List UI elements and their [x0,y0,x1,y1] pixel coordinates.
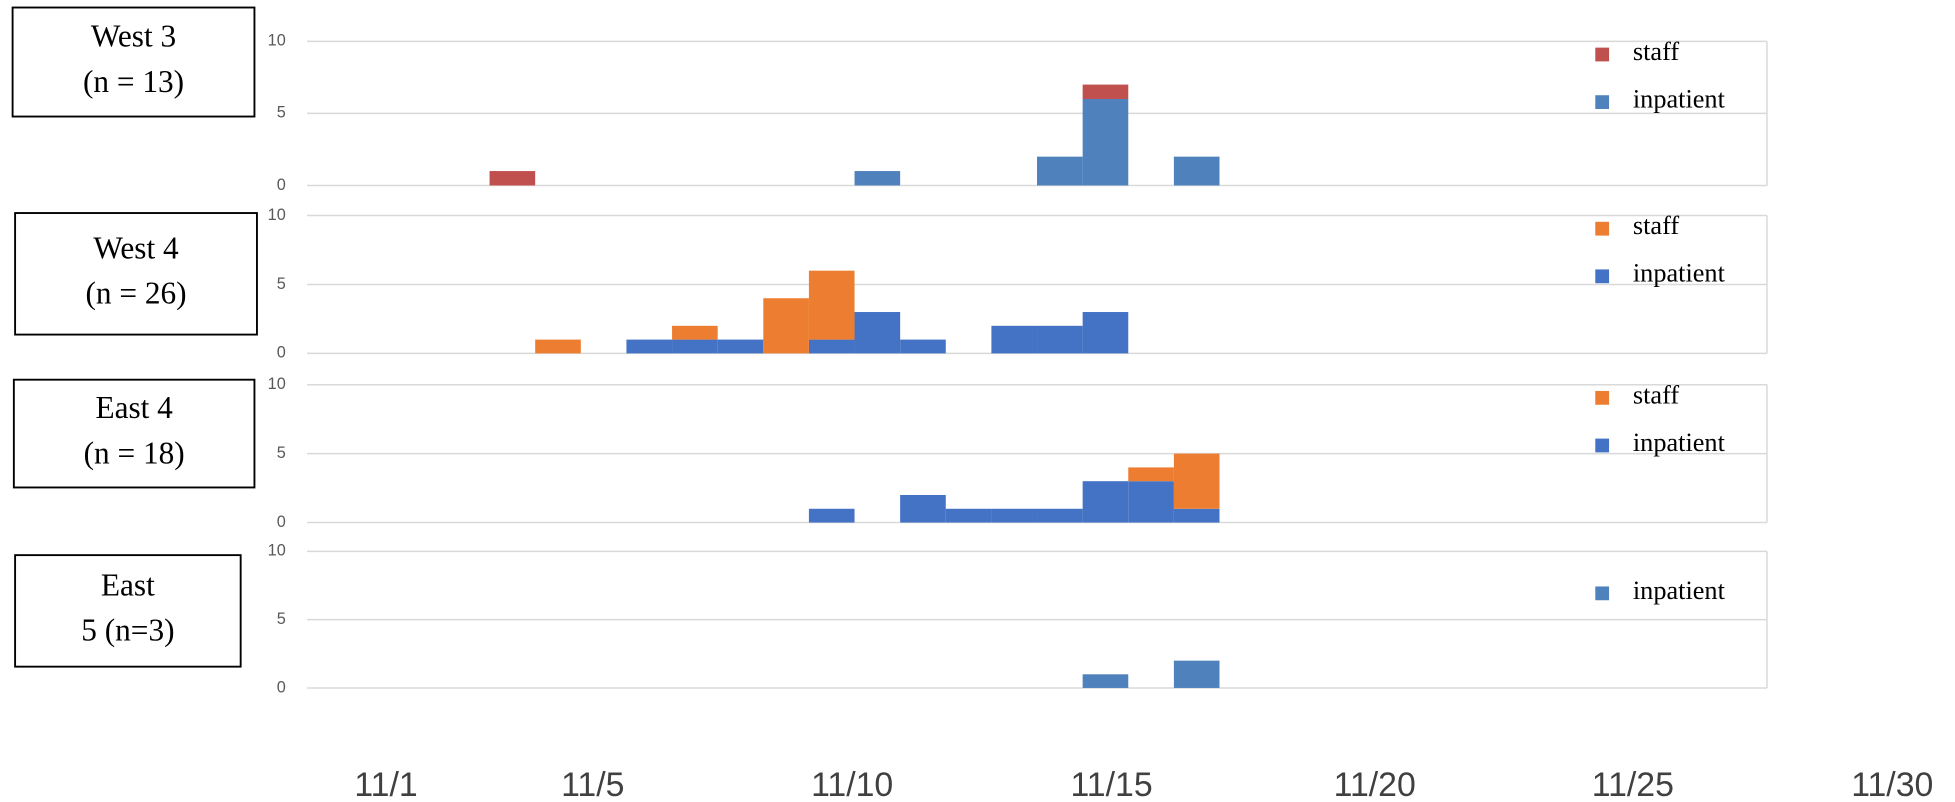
bar-segment [1173,508,1220,523]
bar-segment [900,494,946,523]
legend-label: staff [1633,37,1679,66]
legend-marker [1595,47,1610,62]
legend-marker [1595,95,1610,110]
panel-label-box [14,212,258,336]
y-tick-label: 10 [268,375,286,393]
y-tick-label: 0 [277,678,286,696]
x-tick-label: 11/5 [561,766,624,802]
x-tick-label: 11/10 [811,766,893,802]
legend-label: inpatient [1633,576,1726,605]
bar-segment [1173,156,1220,186]
y-tick-label: 5 [277,104,286,122]
x-tick-label: 11/15 [1071,766,1153,802]
y-tick-label: 5 [277,275,286,293]
bar-segment [763,298,809,354]
panel-label: (n = 13) [83,64,184,99]
panel-label-box [11,6,256,118]
bar-segment [1173,453,1220,509]
bar-segment [991,325,1038,354]
x-tick-label: 11/30 [1851,766,1933,802]
panel-label: East 4 [95,390,173,425]
x-tick-label: 11/25 [1592,766,1674,802]
bar-segment [808,508,855,523]
bar-segment [1082,312,1129,354]
y-tick-label: 0 [277,176,286,194]
bar-segment [672,339,718,354]
y-tick-label: 5 [277,444,286,462]
bar-segment [1082,674,1129,688]
panel-label: 5 (n=3) [81,613,174,648]
bar-segment [945,508,992,523]
bar-segment [1037,325,1083,354]
legend-marker [1595,586,1610,601]
bar-segment [717,339,764,354]
y-tick-label: 0 [277,513,286,531]
legend-label: inpatient [1633,259,1726,288]
panel-label: West 4 [93,230,179,265]
legend-marker [1595,438,1610,453]
panel-label-box [14,554,242,668]
y-tick-label: 10 [268,32,286,50]
legend-label: inpatient [1633,428,1726,457]
panel-label: (n = 26) [85,276,186,311]
bar-segment [1082,84,1129,99]
bar-segment [1082,98,1129,186]
bar-segment [1128,467,1174,482]
bar-segment [1037,156,1083,186]
legend-marker [1595,269,1610,284]
panel-label-box [12,378,256,489]
x-tick-label: 11/1 [354,766,417,802]
x-tick-label: 11/20 [1334,766,1416,802]
panel-label: (n = 18) [84,435,185,470]
bar-segment [626,339,673,354]
legend-marker [1595,221,1610,236]
bar-segment [1173,660,1220,688]
bar-segment [808,339,855,354]
y-tick-label: 10 [268,206,286,224]
legend-label: staff [1633,211,1679,240]
bar-segment [535,339,581,354]
y-tick-label: 10 [268,542,286,560]
y-tick-label: 5 [277,610,286,628]
legend-label: staff [1633,380,1679,409]
bar-segment [489,171,536,186]
bar-segment [808,270,855,340]
bar-segment [854,312,901,354]
bar-segment [991,508,1038,523]
bar-segment [672,325,718,340]
bar-segment [1037,508,1083,523]
legend-label: inpatient [1633,85,1726,114]
legend-marker [1595,390,1610,405]
panel-label: East [101,568,155,603]
bar-segment [1128,481,1174,523]
panel-label: West 3 [91,19,176,54]
bar-segment [900,339,946,354]
bar-segment [854,171,901,186]
y-tick-label: 0 [277,344,286,362]
bar-segment [1082,481,1129,523]
